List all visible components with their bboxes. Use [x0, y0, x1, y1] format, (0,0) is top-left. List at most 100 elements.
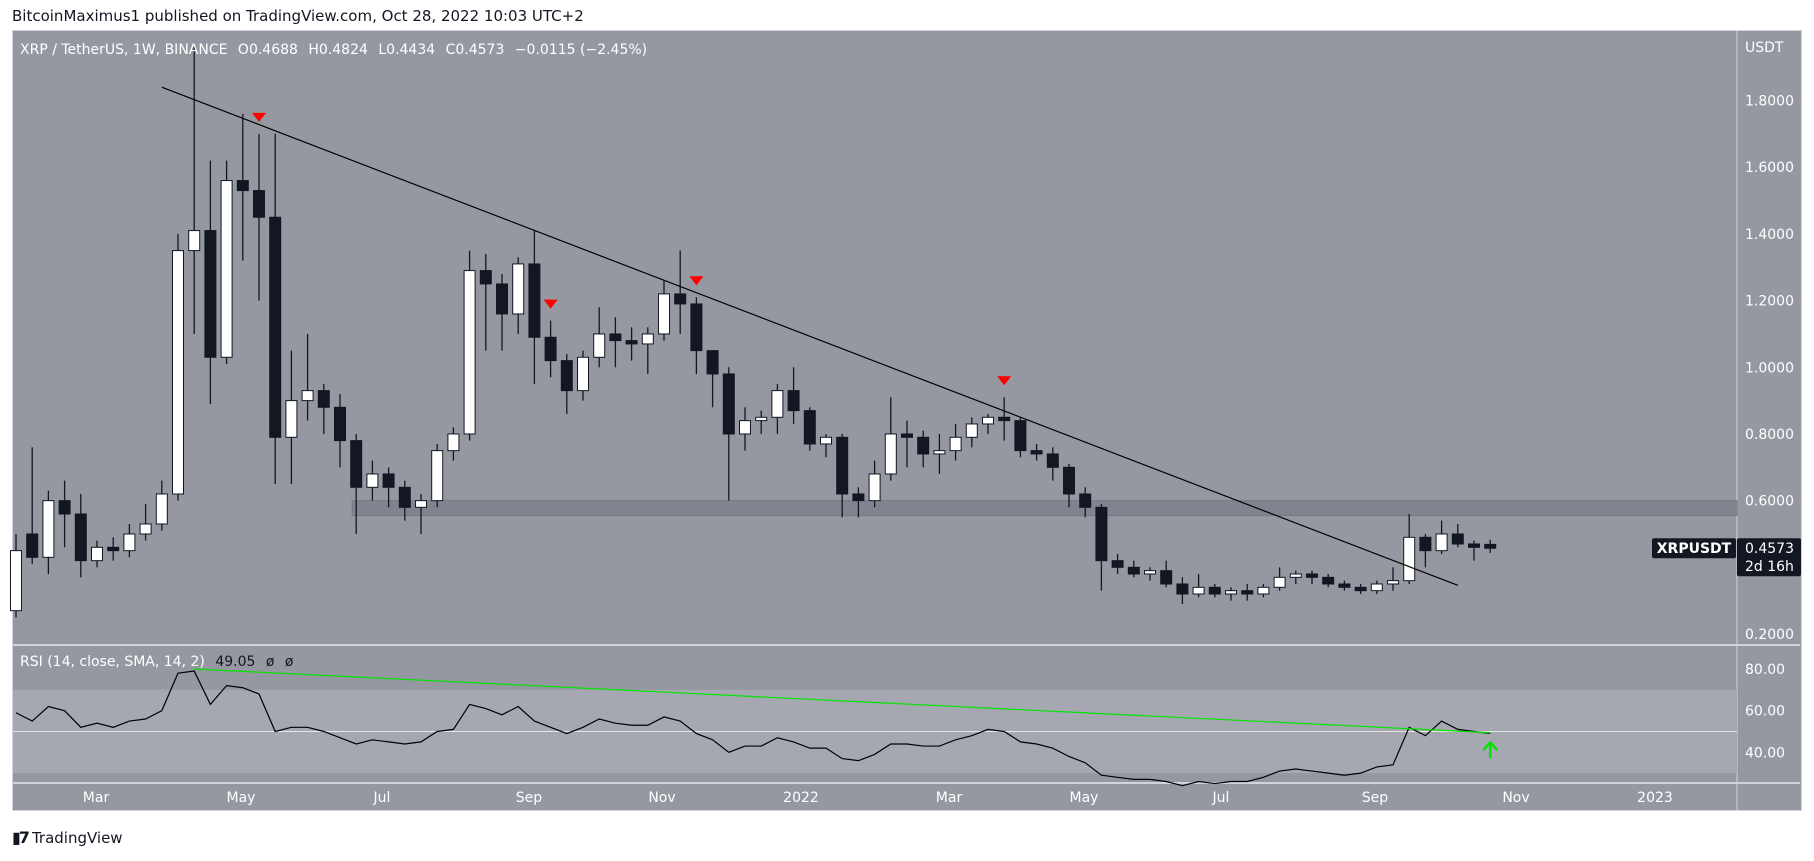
candle-up — [868, 473, 881, 502]
candle-down — [350, 440, 363, 488]
price-tick-label: 1.6000 — [1745, 160, 1794, 176]
red-down-arrow-icon — [689, 276, 704, 286]
ohlc-change: −0.0115 (−2.45%) — [514, 42, 648, 58]
candle-up — [172, 250, 184, 495]
ohlc-close: C0.4573 — [445, 42, 505, 58]
candle-down — [1095, 506, 1108, 562]
candle-down — [1208, 586, 1221, 595]
time-tick-label: Jul — [373, 790, 391, 806]
candle-down — [625, 340, 638, 345]
candle-down — [1063, 466, 1075, 495]
candle-up — [431, 450, 444, 502]
candle-down — [1160, 570, 1173, 585]
price-tick-label: 1.4000 — [1745, 227, 1794, 243]
candle-up — [463, 270, 476, 435]
candle-up — [658, 293, 670, 335]
candle-down — [852, 493, 865, 502]
tradingview-brand: TradingView — [31, 828, 123, 847]
candle-down — [803, 410, 816, 445]
candle-up — [739, 420, 751, 435]
rsi-label[interactable]: RSI (14, close, SMA, 14, 2) — [20, 654, 205, 670]
candle-down — [674, 293, 687, 305]
rsi-legend: RSI (14, close, SMA, 14, 2) 49.05 ø ø — [20, 654, 293, 670]
red-down-arrow-icon — [252, 112, 266, 122]
candle-up — [188, 230, 201, 252]
candle-down — [1111, 560, 1124, 568]
symbol-badge-text: XRPUSDT — [1657, 541, 1732, 557]
candle-up — [42, 500, 55, 558]
time-tick-label: Sep — [1362, 790, 1389, 806]
candle-down — [479, 270, 492, 285]
candle-down — [722, 373, 735, 435]
candle-down — [1468, 543, 1480, 548]
candle-down — [901, 433, 913, 438]
candle-up — [982, 416, 994, 425]
candle-up — [1273, 576, 1286, 588]
publisher-caption: BitcoinMaximus1 published on TradingView… — [12, 7, 584, 25]
candle-down — [1484, 543, 1497, 549]
candle-up — [884, 433, 897, 475]
candle-down — [1046, 453, 1059, 468]
candle-down — [1354, 586, 1367, 592]
candle-up — [771, 390, 784, 418]
candle-up — [123, 533, 136, 552]
price-tick-label: 0.2000 — [1745, 627, 1794, 643]
candle-up — [1387, 580, 1399, 585]
candle-down — [787, 390, 800, 412]
candle-up — [1289, 573, 1302, 578]
candle-up — [155, 493, 168, 525]
candle-up — [1192, 586, 1205, 595]
candle-down — [1338, 583, 1351, 588]
candle-down — [1079, 493, 1092, 508]
candle-down — [998, 416, 1011, 422]
time-tick-label: 2023 — [1637, 790, 1673, 806]
candle-up — [1257, 586, 1270, 595]
candle-down — [528, 263, 541, 338]
rsi-trendline — [194, 668, 1491, 734]
rsi-extra-1: ø — [265, 654, 275, 670]
candle-down — [1419, 536, 1432, 552]
last-price-badge — [1737, 538, 1801, 577]
candle-down — [334, 406, 346, 442]
candle-down — [690, 303, 703, 352]
last-price-value: 0.4573 — [1745, 541, 1794, 557]
candle-down — [398, 486, 411, 508]
candle-up — [1435, 533, 1448, 552]
candle-up — [1144, 570, 1156, 575]
candle-up — [91, 546, 103, 562]
time-tick-label: Nov — [1502, 790, 1529, 806]
symbol-name[interactable]: XRP / TetherUS, 1W, BINANCE — [20, 42, 228, 58]
time-tick-label: May — [227, 790, 256, 806]
candle-down — [58, 500, 71, 515]
tradingview-logo[interactable]: ▮7 TradingView — [12, 828, 123, 847]
time-tick-label: Jul — [1212, 790, 1230, 806]
ohlc-high: H0.4824 — [308, 42, 368, 58]
candle-down — [1176, 583, 1189, 595]
candle-down — [836, 436, 849, 495]
candle-up — [447, 433, 460, 452]
candle-up — [1225, 590, 1237, 595]
symbol-legend: XRP / TetherUS, 1W, BINANCE O0.4688 H0.4… — [20, 42, 653, 58]
candle-up — [965, 423, 978, 438]
candle-down — [253, 190, 265, 218]
candle-down — [1322, 576, 1335, 585]
rsi-tick-label: 40.00 — [1745, 745, 1785, 761]
price-axis-currency: USDT — [1745, 40, 1784, 56]
candle-up — [301, 390, 314, 402]
candle-up — [820, 436, 832, 445]
candle-up — [366, 473, 379, 488]
price-tick-label: 1.0000 — [1745, 360, 1794, 376]
chart-frame[interactable] — [12, 30, 1802, 811]
support-zone — [351, 500, 1738, 517]
candle-up — [1370, 583, 1383, 592]
candle-down — [382, 473, 395, 488]
ohlc-low: L0.4434 — [378, 42, 436, 58]
candle-up — [10, 550, 22, 612]
price-tick-label: 1.2000 — [1745, 294, 1794, 310]
symbol-badge — [1652, 538, 1736, 559]
candle-down — [236, 180, 249, 192]
rsi-tick-label: 80.00 — [1745, 662, 1785, 678]
candle-down — [1306, 573, 1318, 578]
candle-down — [544, 336, 557, 362]
